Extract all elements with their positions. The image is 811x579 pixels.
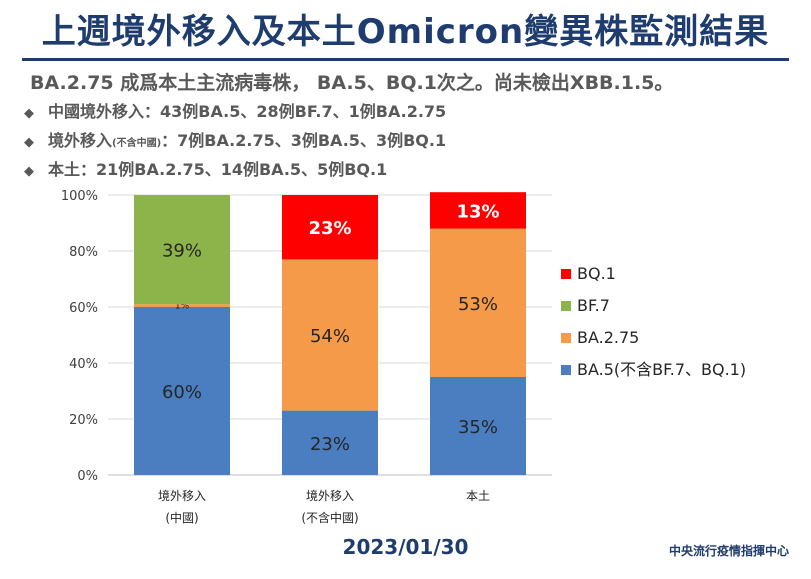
legend-swatch bbox=[561, 269, 571, 279]
bullet-note: (不含中國) bbox=[112, 138, 162, 149]
x-tick-label: 境外移入 bbox=[158, 488, 206, 503]
bar-segment bbox=[430, 377, 526, 475]
bullet-list: ◆ 中國境外移入：43例BA.5、28例BF.7、1例BA.2.75 ◆ 境外移入(… bbox=[24, 102, 446, 189]
diamond-icon: ◆ bbox=[24, 106, 34, 121]
data-label: 60% bbox=[162, 382, 202, 403]
data-label: 35% bbox=[458, 417, 498, 438]
title-divider bbox=[22, 58, 789, 61]
bar-segment bbox=[282, 195, 378, 260]
bar-segment bbox=[430, 228, 526, 377]
y-tick-label: 100% bbox=[61, 189, 98, 204]
bar-segment bbox=[282, 410, 378, 475]
data-label: 39% bbox=[162, 241, 202, 262]
x-tick-label: 境外移入 bbox=[306, 488, 354, 503]
bullet-label: 中國境外移入 bbox=[48, 102, 145, 121]
legend-label: BA.2.75 bbox=[577, 328, 639, 347]
bullet-label: 本土 bbox=[48, 160, 81, 179]
data-label: 23% bbox=[308, 218, 351, 239]
data-label: 53% bbox=[458, 294, 498, 315]
bar-segment bbox=[282, 259, 378, 411]
y-tick-label: 60% bbox=[69, 301, 98, 316]
legend-label: BF.7 bbox=[577, 296, 610, 315]
bullet-text: ：7例BA.2.75、3例BA.5、3例BQ.1 bbox=[161, 131, 447, 150]
diamond-icon: ◆ bbox=[24, 164, 34, 179]
summary-text: BA.2.75 成爲本土主流病毒株， BA.5、BQ.1次之。尚未檢出XBB.1… bbox=[30, 72, 674, 94]
legend-label: BQ.1 bbox=[577, 264, 616, 283]
data-label: 1% bbox=[175, 302, 190, 312]
bullet-text: ：21例BA.2.75、14例BA.5、5例BQ.1 bbox=[80, 160, 388, 179]
bar-segment bbox=[134, 195, 230, 305]
x-tick-label: (不含中國) bbox=[301, 510, 358, 525]
report-date: 2023/01/30 bbox=[342, 535, 469, 559]
legend-label: BA.5(不含BF.7、BQ.1) bbox=[577, 360, 746, 379]
bullet-label: 境外移入 bbox=[48, 131, 113, 150]
page-title: 上週境外移入及本土Omicron變異株監測結果 bbox=[41, 12, 770, 52]
diamond-icon: ◆ bbox=[24, 135, 34, 150]
y-tick-label: 40% bbox=[69, 357, 98, 372]
bullet-china-imported: ◆ 中國境外移入：43例BA.5、28例BF.7、1例BA.2.75 bbox=[24, 102, 446, 131]
bar-segment bbox=[134, 307, 230, 475]
bullet-local: ◆ 本土：21例BA.2.75、14例BA.5、5例BQ.1 bbox=[24, 160, 446, 189]
bullet-imported-excl-china: ◆ 境外移入(不含中國)：7例BA.2.75、3例BA.5、3例BQ.1 bbox=[24, 131, 446, 160]
x-tick-label: 本土 bbox=[466, 489, 490, 503]
bar-segment bbox=[134, 304, 230, 307]
y-tick-label: 20% bbox=[69, 413, 98, 428]
data-label: 13% bbox=[456, 201, 499, 222]
organization-name: 中央流行疫情指揮中心 bbox=[668, 544, 789, 558]
y-tick-label: 0% bbox=[77, 469, 98, 484]
legend-swatch bbox=[561, 365, 571, 375]
data-label: 54% bbox=[310, 326, 350, 347]
y-tick-label: 80% bbox=[69, 245, 98, 260]
bar-segment bbox=[430, 192, 526, 229]
legend-swatch bbox=[561, 333, 571, 343]
x-tick-label: (中國) bbox=[165, 510, 198, 525]
bullet-text: ：43例BA.5、28例BF.7、1例BA.2.75 bbox=[144, 102, 447, 121]
data-label: 23% bbox=[310, 434, 350, 455]
legend-swatch bbox=[561, 301, 571, 311]
